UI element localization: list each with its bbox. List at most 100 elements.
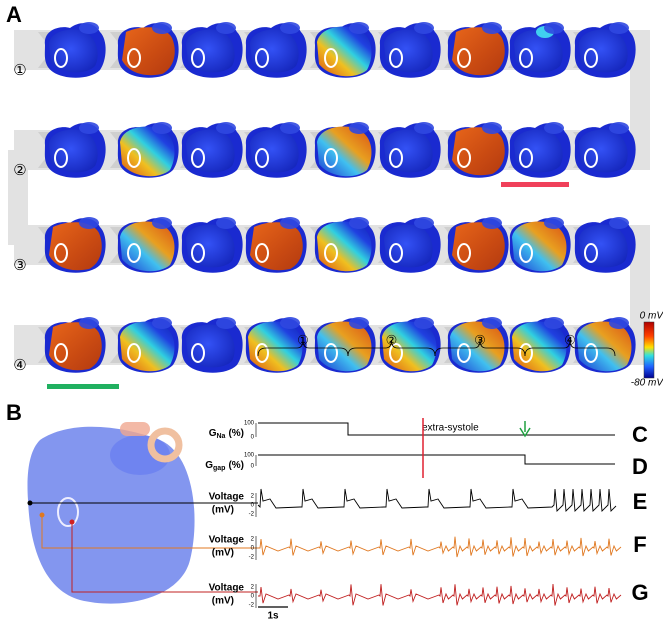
track: [630, 50, 650, 150]
heart: [245, 217, 307, 273]
heart-wave: [186, 29, 235, 73]
panel-a: A ① ② ③ ④ 0 mV -80 mV: [6, 2, 663, 389]
valve-model: [57, 497, 79, 527]
row-label: ④: [13, 357, 26, 374]
valve: [457, 48, 471, 68]
tick-label: -2: [249, 603, 255, 609]
scale-bar-green: [47, 384, 119, 389]
valve: [127, 148, 141, 168]
valve: [191, 243, 205, 263]
panel-label: A: [6, 2, 22, 27]
valve: [255, 48, 269, 68]
heart-wave: [384, 29, 433, 73]
probe: [69, 519, 75, 525]
heart-wave: [49, 222, 102, 271]
heart-wave: [250, 29, 299, 73]
heart-wave: [120, 126, 175, 177]
valve: [54, 148, 68, 168]
atrium: [544, 22, 564, 34]
atrium: [349, 317, 369, 329]
panel-letter: C: [632, 422, 648, 447]
heart: [447, 122, 509, 178]
valve: [191, 48, 205, 68]
heart: [44, 317, 106, 373]
valve: [127, 343, 141, 363]
valve-ring: [147, 427, 183, 463]
valve: [324, 148, 338, 168]
row-label: ②: [13, 162, 26, 179]
atrium: [79, 122, 99, 134]
heart-wave: [579, 224, 628, 268]
heart: [44, 22, 106, 78]
heart: [509, 217, 571, 273]
atrium: [482, 317, 502, 329]
atrium: [609, 22, 629, 34]
row-label: ③: [13, 257, 26, 274]
heart-wave: [317, 321, 372, 372]
brace-label: ③: [474, 332, 486, 347]
panel-letter: E: [633, 489, 648, 514]
heart-wave: [579, 29, 628, 73]
tick-label: 0: [251, 594, 255, 600]
heart-wave: [514, 129, 563, 173]
probe-line: [71, 522, 258, 593]
atrium: [152, 122, 172, 134]
atrium: [482, 22, 502, 34]
atrium: [349, 122, 369, 134]
tick-label: 100: [244, 421, 255, 427]
trace-unit: (mV): [212, 548, 234, 559]
heart-wave: [452, 27, 505, 76]
atrium: [544, 122, 564, 134]
tick-label: -2: [249, 512, 255, 518]
heart-wave: [49, 29, 98, 73]
heart-wave: [248, 321, 303, 372]
atrium: [280, 122, 300, 134]
heart: [379, 122, 441, 178]
heart-wave: [186, 324, 235, 368]
heart-wave: [49, 129, 98, 173]
valve: [457, 243, 471, 263]
tick-label: 100: [244, 453, 255, 459]
heart-wave: [120, 221, 175, 272]
heart: [509, 122, 571, 178]
heart-wave: [49, 322, 102, 371]
heart: [574, 22, 636, 78]
atrium: [349, 217, 369, 229]
heart-wave: [122, 27, 175, 76]
trace-label: Voltage: [209, 492, 245, 503]
heart: [314, 217, 376, 273]
atrium: [280, 317, 300, 329]
voltage-trace: [258, 584, 622, 606]
valve: [519, 243, 533, 263]
heart-wave: [512, 321, 567, 372]
trace-unit: (mV): [212, 505, 234, 516]
heart: [509, 317, 571, 373]
valve: [324, 243, 338, 263]
heart: [245, 22, 307, 78]
tick-label: 2: [251, 585, 255, 591]
heart: [379, 22, 441, 78]
atrium: [152, 22, 172, 34]
heart: [44, 122, 106, 178]
heart: [379, 217, 441, 273]
probe: [39, 512, 45, 518]
tick-label: 0: [251, 464, 255, 470]
heart: [314, 317, 376, 373]
heart-wave: [512, 221, 567, 272]
atrium: [414, 317, 434, 329]
atrium: [609, 122, 629, 134]
heart: [509, 22, 571, 78]
valve: [324, 48, 338, 68]
heart: [117, 317, 179, 373]
time-scale-label: 1s: [267, 611, 279, 621]
brace-label: ①: [297, 332, 309, 347]
colorbar-max: 0 mV: [640, 311, 663, 322]
valve: [324, 343, 338, 363]
label-letter: G: [209, 428, 217, 439]
valve: [255, 148, 269, 168]
atrium: [609, 217, 629, 229]
panel-letter: D: [632, 454, 648, 479]
valve: [389, 243, 403, 263]
heart-wave: [577, 321, 632, 372]
